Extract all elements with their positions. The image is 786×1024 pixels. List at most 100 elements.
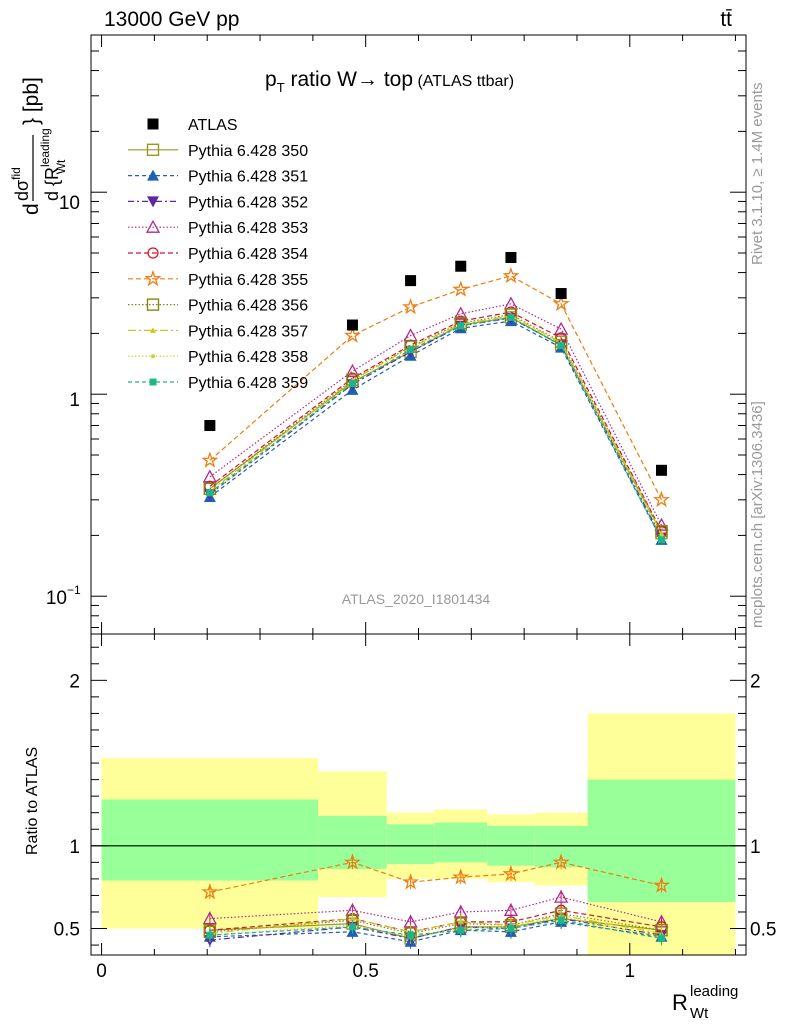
- legend-marker: [147, 247, 159, 259]
- legend-label: Pythia 6.428 357: [188, 323, 308, 340]
- legend-marker: [144, 269, 162, 287]
- data-point: [652, 490, 670, 508]
- legend-marker: [150, 327, 156, 333]
- ratio-point: [554, 889, 569, 903]
- ratio-band-inner: [434, 822, 488, 863]
- legend-item: Pythia 6.428 359: [128, 375, 308, 392]
- data-point: [502, 266, 520, 284]
- legend-item: Pythia 6.428 353: [128, 219, 308, 237]
- legend-label: ATLAS: [188, 117, 238, 134]
- header-left: 13000 GeV pp: [104, 8, 239, 31]
- ratio-point: [502, 864, 520, 882]
- legend-label: Pythia 6.428 351: [188, 169, 308, 186]
- ratio-band-inner: [101, 799, 319, 881]
- ylabel-den-sub: Wt: [54, 159, 68, 174]
- header-right: tt̄: [720, 8, 732, 31]
- legend-item: Pythia 6.428 357: [128, 323, 308, 340]
- data-point: [407, 346, 415, 354]
- ratio-tick-label-right: 0.5: [750, 920, 776, 941]
- series-pythia-6-428-359: [206, 313, 665, 544]
- svg-text:d: d: [20, 203, 43, 215]
- ratio-series-pythia-6-428-355: [201, 853, 670, 900]
- title-rest: ratio W: [285, 68, 358, 91]
- legend-marker: [149, 378, 157, 386]
- data-point: [554, 321, 569, 335]
- data-point: [346, 319, 358, 331]
- ratio-bands: [101, 713, 736, 955]
- x-tick-label: 1: [625, 961, 636, 982]
- ylabel-units: } [pb]: [20, 77, 43, 125]
- legend-item: Pythia 6.428 351: [128, 169, 308, 186]
- legend: ATLAS Pythia 6.428 350 Pythia 6.428 351 Pyt…: [128, 117, 308, 392]
- main-y-axis-label: d dσfid d {Rleading Wt } [pb]: [9, 77, 68, 215]
- data-point: [348, 379, 356, 387]
- ratio-point: [452, 868, 470, 885]
- data-point: [345, 363, 360, 377]
- ylabel-den: d {R: [42, 167, 62, 201]
- y-tick-label: 1: [69, 390, 80, 411]
- xlabel-r: R: [672, 990, 688, 1015]
- data-point: [555, 288, 567, 300]
- ratio-y-axis-label: Ratio to ATLAS: [24, 747, 41, 855]
- ratio-point: [348, 923, 356, 931]
- series-line: [209, 311, 663, 532]
- legend-item: Pythia 6.428 355: [128, 269, 308, 289]
- legend-item: Pythia 6.428 352: [128, 194, 308, 211]
- legend-marker: [145, 219, 161, 233]
- title-small: (ATLAS ttbar): [413, 73, 514, 90]
- legend-marker: [146, 143, 160, 157]
- legend-item: Pythia 6.428 350: [128, 143, 308, 160]
- series-pythia-6-428-357: [206, 312, 665, 536]
- rivet-label: Rivet 3.1.10, ≥ 1.4M events: [749, 83, 766, 266]
- title-sub: T: [277, 80, 285, 95]
- legend-label: Pythia 6.428 359: [188, 375, 308, 392]
- legend-marker: [147, 169, 159, 181]
- title-top: top: [378, 68, 413, 91]
- ylabel-d: d: [20, 203, 43, 215]
- series-pythia-6-428-358: [207, 314, 664, 538]
- legend-label: Pythia 6.428 356: [188, 298, 308, 315]
- ratio-tick-label: 0.5: [54, 920, 80, 941]
- data-point: [655, 464, 667, 476]
- legend-marker: [147, 118, 159, 130]
- data-point: [452, 280, 470, 297]
- series-line: [209, 275, 663, 501]
- x-tick-label: 0.5: [352, 961, 378, 982]
- legend-item: Pythia 6.428 354: [128, 246, 308, 263]
- data-point: [201, 451, 219, 468]
- ratio-tick-label: 2: [69, 671, 80, 692]
- data-point: [657, 536, 665, 544]
- main-y-tick-labels: 10 1 10 −1: [46, 193, 81, 609]
- ratio-point: [407, 931, 415, 939]
- legend-label: Pythia 6.428 350: [188, 143, 308, 160]
- ratio-point: [457, 926, 465, 934]
- main-series: [201, 252, 670, 545]
- ratio-point: [557, 916, 565, 924]
- ratio-band-inner: [386, 824, 435, 864]
- series-atlas: [204, 252, 667, 476]
- ylabel-fid: fid: [9, 167, 23, 180]
- data-point: [552, 294, 570, 312]
- data-point: [455, 260, 467, 272]
- series-pythia-6-428-352: [203, 313, 668, 544]
- data-point: [457, 322, 465, 330]
- ratio-point: [652, 876, 670, 893]
- data-point: [405, 275, 417, 287]
- plot-title: pT ratio W→ top (ATLAS ttbar): [265, 68, 514, 95]
- xlabel-sup: leading: [690, 983, 738, 1000]
- ratio-point: [206, 931, 214, 939]
- ratio-y-tick-labels: 0.5 1 2 0.5 1 2: [54, 671, 777, 940]
- ratio-point: [657, 934, 665, 942]
- legend-marker: [151, 354, 155, 359]
- legend-label: Pythia 6.428 352: [188, 194, 308, 211]
- title-arrow: →: [357, 68, 378, 91]
- svg-text:dσfid: dσfid: [9, 167, 32, 201]
- xlabel-sub: Wt: [690, 1005, 709, 1022]
- data-point: [507, 313, 515, 321]
- series-pythia-6-428-356: [203, 308, 668, 538]
- legend-marker: [146, 298, 160, 311]
- series-line: [209, 313, 663, 532]
- data-point: [557, 342, 565, 350]
